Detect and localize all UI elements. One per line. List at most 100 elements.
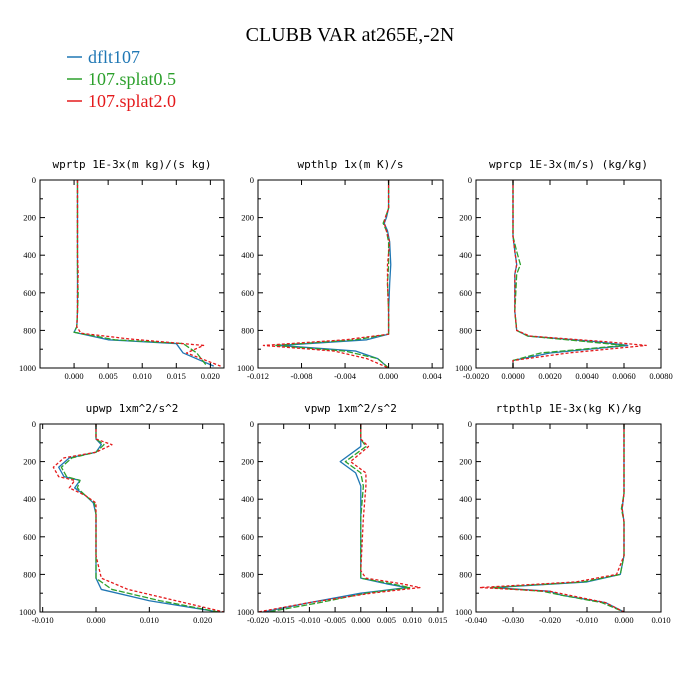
- x-tick-label: -0.004: [334, 371, 357, 381]
- x-tick-label: 0.020: [193, 615, 212, 625]
- panel-title: wpthlp 1x(m K)/s: [298, 158, 404, 171]
- y-tick-label: 1000: [237, 607, 254, 617]
- x-tick-label: 0.0040: [575, 371, 598, 381]
- series-line-107.splat0.5: [273, 180, 390, 368]
- x-tick-label: -0.010: [298, 615, 320, 625]
- x-tick-label: -0.040: [465, 615, 487, 625]
- series-line-dflt107: [263, 424, 408, 612]
- x-tick-label: -0.030: [502, 615, 524, 625]
- y-tick-label: 1000: [237, 363, 254, 373]
- panel-title: rtpthlp 1E-3x(kg K)/kg: [496, 402, 642, 415]
- x-tick-label: 0.0000: [501, 371, 524, 381]
- y-tick-label: 0: [32, 419, 36, 429]
- series-line-107.splat2.0: [258, 424, 421, 612]
- x-tick-label: -0.010: [576, 615, 598, 625]
- y-tick-label: 800: [23, 325, 36, 335]
- x-tick-label: -0.008: [291, 371, 313, 381]
- y-tick-label: 1000: [455, 607, 472, 617]
- panel-title: upwp 1xm^2/s^2: [86, 402, 179, 415]
- y-tick-label: 0: [468, 419, 472, 429]
- series-line-107.splat0.5: [512, 180, 625, 368]
- series-line-107.splat2.0: [262, 180, 391, 368]
- chart-panel-4: vpwp 1xm^2/s^2 0 200 400 600 800 1000-0.020 -0.…: [237, 402, 447, 625]
- x-tick-label: -0.010: [32, 615, 54, 625]
- y-tick-label: 400: [459, 250, 472, 260]
- y-tick-label: 600: [459, 532, 472, 542]
- series-line-107.splat2.0: [479, 424, 625, 612]
- y-tick-label: 800: [459, 569, 472, 579]
- y-tick-label: 400: [23, 494, 36, 504]
- legend-label-0: dflt107: [88, 47, 140, 67]
- y-tick-label: 400: [241, 494, 254, 504]
- x-tick-label: 0.015: [167, 371, 186, 381]
- series-line-dflt107: [73, 180, 215, 367]
- x-tick-label: -0.005: [324, 615, 346, 625]
- x-tick-label: 0.000: [86, 615, 105, 625]
- x-tick-label: 0.0060: [612, 371, 635, 381]
- series-line-107.splat2.0: [52, 424, 224, 612]
- x-tick-label: 0.0080: [649, 371, 672, 381]
- legend-label-1: 107.splat0.5: [88, 69, 176, 89]
- x-tick-label: 0.000: [614, 615, 633, 625]
- series-line-107.splat0.5: [268, 424, 411, 612]
- x-tick-label: -0.015: [273, 615, 295, 625]
- x-tick-label: 0.020: [201, 371, 220, 381]
- series-line-dflt107: [279, 180, 392, 368]
- axis-frame: [475, 423, 662, 613]
- x-tick-label: 0.005: [99, 371, 118, 381]
- y-tick-label: 0: [250, 175, 254, 185]
- legend-label-2: 107.splat2.0: [88, 91, 176, 111]
- chart-panel-0: wprtp 1E-3x(m kg)/(s kg) 0 200 400 600 800 100…: [19, 158, 225, 381]
- y-tick-label: 400: [23, 250, 36, 260]
- y-tick-label: 1000: [19, 607, 36, 617]
- axis-frame: [39, 423, 225, 613]
- panel-title: wprtp 1E-3x(m kg)/(s kg): [53, 158, 212, 171]
- x-tick-label: -0.020: [247, 615, 269, 625]
- x-tick-label: 0.010: [140, 615, 159, 625]
- x-tick-label: -0.0020: [463, 371, 489, 381]
- legend-entry: 107.splat0.5: [67, 69, 176, 89]
- y-tick-label: 0: [468, 175, 472, 185]
- series-line-107.splat2.0: [512, 180, 647, 368]
- y-tick-label: 1000: [19, 363, 36, 373]
- legend-entry: dflt107: [67, 47, 140, 67]
- x-tick-label: 0.000: [379, 371, 398, 381]
- y-tick-label: 800: [241, 325, 254, 335]
- x-tick-label: -0.020: [539, 615, 561, 625]
- x-tick-label: 0.010: [133, 371, 152, 381]
- chart-panel-3: upwp 1xm^2/s^2 0 200 400 600 800 1000-0.010 0.0…: [19, 402, 225, 625]
- y-tick-label: 0: [32, 175, 36, 185]
- y-tick-label: 600: [241, 288, 254, 298]
- x-tick-label: 0.015: [428, 615, 447, 625]
- y-tick-label: 200: [459, 213, 472, 223]
- x-tick-label: 0.010: [403, 615, 422, 625]
- y-tick-label: 400: [459, 494, 472, 504]
- figure-title: CLUBB VAR at265E,-2N: [246, 24, 455, 46]
- panels: wprtp 1E-3x(m kg)/(s kg) 0 200 400 600 800 100…: [19, 158, 673, 625]
- y-tick-label: 0: [250, 419, 254, 429]
- y-tick-label: 200: [23, 457, 36, 467]
- y-tick-label: 600: [23, 288, 36, 298]
- chart-panel-5: rtpthlp 1E-3x(kg K)/kg02004006008001000-…: [455, 402, 671, 625]
- x-tick-label: 0.004: [423, 371, 443, 381]
- y-tick-label: 200: [23, 213, 36, 223]
- y-tick-label: 200: [241, 457, 254, 467]
- x-tick-label: 0.000: [65, 371, 84, 381]
- x-tick-label: 0.010: [651, 615, 670, 625]
- legend: dflt107 107.splat0.5 107.splat2.0: [67, 47, 176, 111]
- series-line-dflt107: [512, 180, 629, 368]
- panel-title: vpwp 1xm^2/s^2: [304, 402, 397, 415]
- x-tick-label: 0.0020: [538, 371, 561, 381]
- chart-panel-1: wpthlp 1x(m K)/s 0 200 400 600 800 1000-0.012 -…: [237, 158, 444, 381]
- legend-entry: 107.splat2.0: [67, 91, 176, 111]
- panel-title: wprcp 1E-3x(m/s) (kg/kg): [489, 158, 648, 171]
- x-tick-label: 0.000: [351, 615, 370, 625]
- axis-frame: [257, 423, 444, 613]
- series-line-107.splat2.0: [76, 180, 221, 367]
- y-tick-label: 200: [459, 457, 472, 467]
- y-tick-label: 600: [459, 288, 472, 298]
- series-line-107.splat0.5: [60, 424, 219, 612]
- y-tick-label: 600: [23, 532, 36, 542]
- x-tick-label: -0.012: [247, 371, 269, 381]
